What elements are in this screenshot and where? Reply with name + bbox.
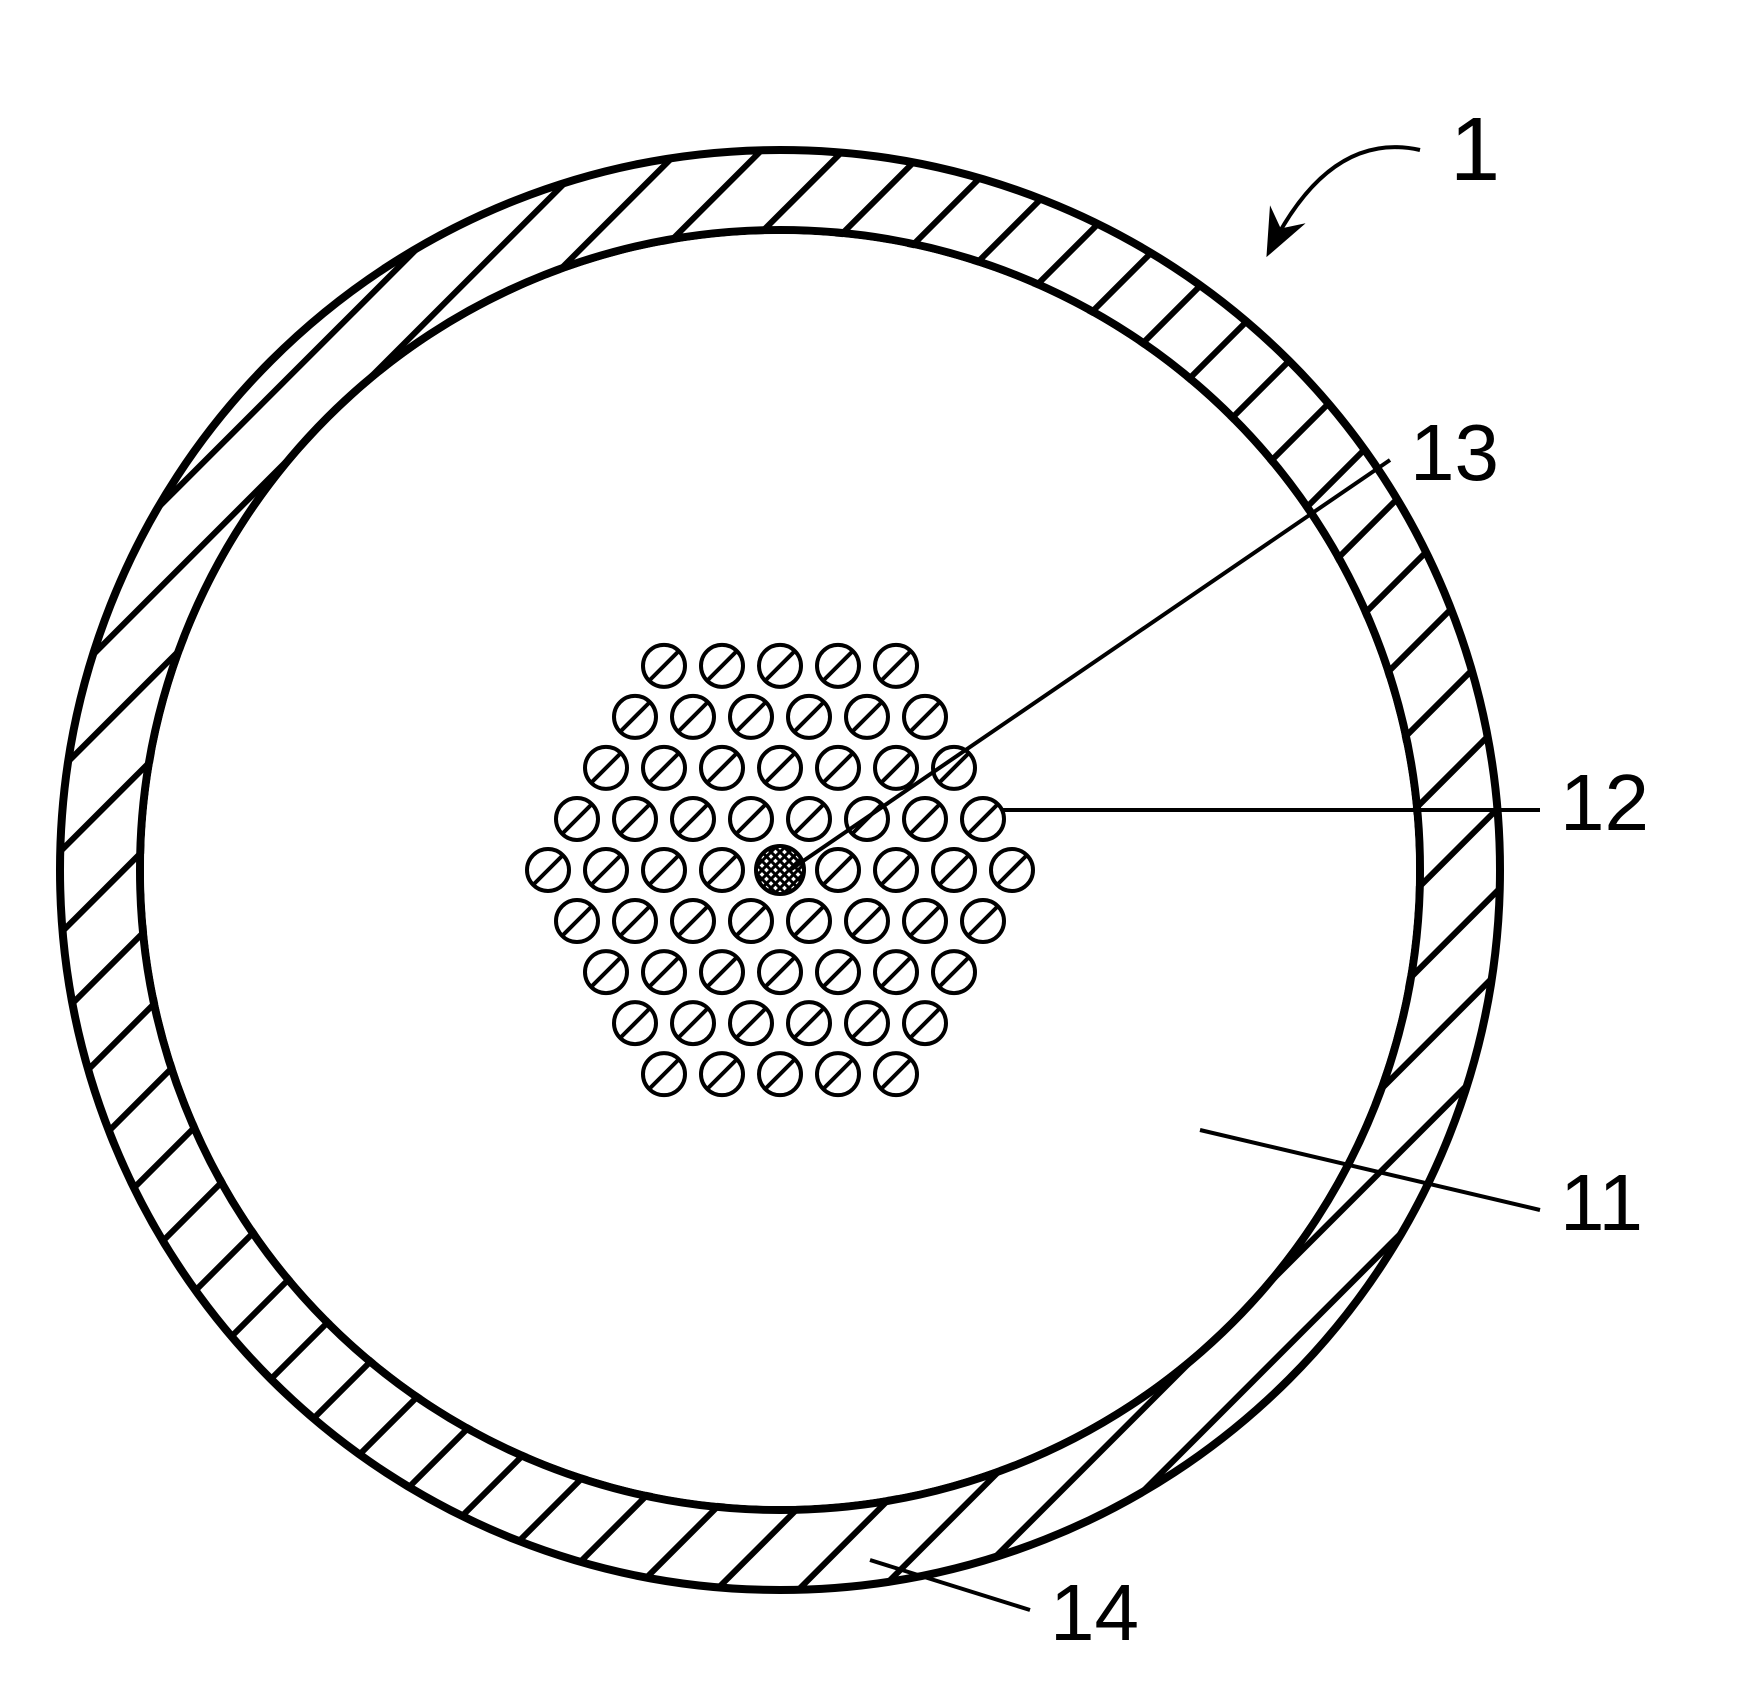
air-hole: [991, 849, 1033, 891]
air-hole: [817, 1053, 859, 1095]
air-hole: [643, 849, 685, 891]
air-hole: [643, 747, 685, 789]
air-hole: [788, 798, 830, 840]
air-hole: [672, 900, 714, 942]
air-hole: [730, 798, 772, 840]
air-hole: [585, 747, 627, 789]
air-hole: [614, 900, 656, 942]
air-hole: [817, 645, 859, 687]
air-hole: [933, 951, 975, 993]
air-hole: [701, 951, 743, 993]
air-hole: [672, 696, 714, 738]
air-hole: [730, 900, 772, 942]
label-14: 14: [1050, 1568, 1139, 1657]
air-hole: [701, 645, 743, 687]
fiber-cross-section-diagram: 1 13 12 11 14: [0, 0, 1747, 1694]
air-hole: [614, 1002, 656, 1044]
air-hole: [788, 696, 830, 738]
air-hole: [759, 951, 801, 993]
air-hole: [585, 849, 627, 891]
air-hole: [904, 1002, 946, 1044]
label-13: 13: [1410, 408, 1499, 497]
air-hole: [904, 798, 946, 840]
air-hole: [556, 900, 598, 942]
air-hole: [817, 849, 859, 891]
air-hole: [846, 900, 888, 942]
air-hole: [817, 951, 859, 993]
leader-1: [1270, 147, 1420, 250]
air-hole: [933, 849, 975, 891]
air-hole: [962, 798, 1004, 840]
air-hole: [672, 1002, 714, 1044]
air-hole: [904, 696, 946, 738]
air-hole: [904, 900, 946, 942]
air-hole: [759, 747, 801, 789]
air-hole: [875, 645, 917, 687]
air-hole: [875, 849, 917, 891]
air-hole: [875, 747, 917, 789]
air-hole: [701, 1053, 743, 1095]
label-11: 11: [1560, 1158, 1643, 1247]
air-hole: [730, 1002, 772, 1044]
air-hole: [643, 951, 685, 993]
air-hole: [643, 1053, 685, 1095]
air-hole: [556, 798, 598, 840]
air-hole: [759, 1053, 801, 1095]
air-hole: [846, 696, 888, 738]
label-12: 12: [1560, 758, 1649, 847]
air-hole: [817, 747, 859, 789]
air-hole: [527, 849, 569, 891]
air-hole: [614, 798, 656, 840]
air-hole: [846, 1002, 888, 1044]
air-hole: [614, 696, 656, 738]
air-hole: [759, 645, 801, 687]
air-hole: [875, 951, 917, 993]
air-hole: [788, 1002, 830, 1044]
air-hole: [701, 849, 743, 891]
air-hole: [585, 951, 627, 993]
air-hole: [672, 798, 714, 840]
air-hole: [701, 747, 743, 789]
air-hole: [875, 1053, 917, 1095]
air-hole: [730, 696, 772, 738]
air-hole: [962, 900, 1004, 942]
air-hole: [643, 645, 685, 687]
label-1: 1: [1450, 100, 1500, 200]
air-hole: [788, 900, 830, 942]
